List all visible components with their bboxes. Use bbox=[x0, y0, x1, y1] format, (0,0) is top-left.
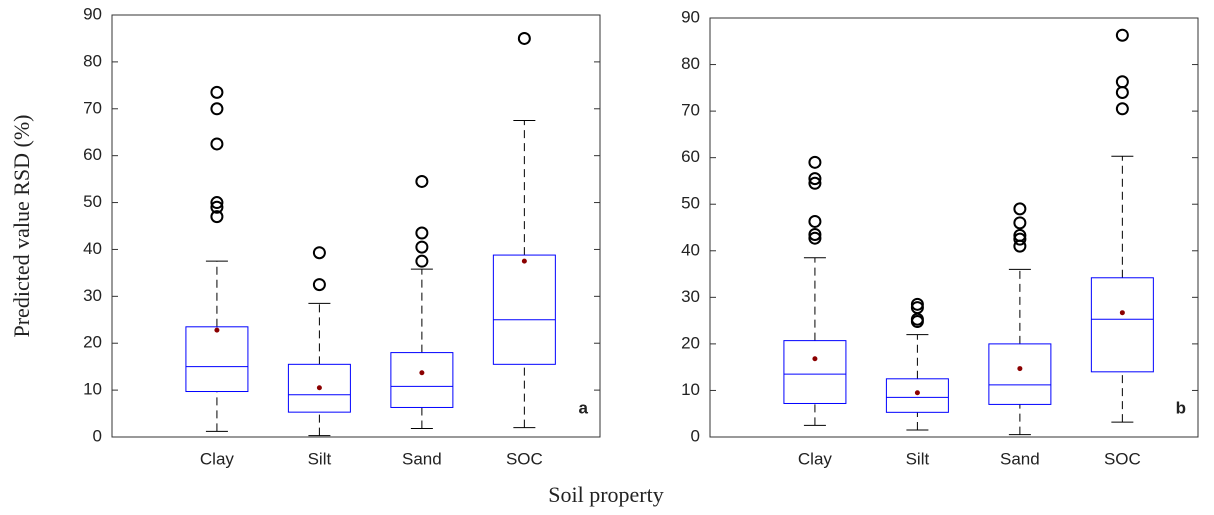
mean-point bbox=[1119, 310, 1125, 316]
y-axis-label: Predicted value RSD (%) bbox=[9, 115, 34, 338]
mean-point bbox=[419, 370, 425, 376]
outlier bbox=[1115, 85, 1129, 99]
mean-point bbox=[914, 390, 920, 396]
mean-point bbox=[316, 385, 322, 391]
panel-label: a bbox=[579, 398, 589, 417]
outlier bbox=[808, 172, 822, 186]
outlier bbox=[808, 214, 822, 228]
outlier bbox=[517, 31, 531, 45]
box bbox=[492, 254, 556, 365]
outlier bbox=[415, 226, 429, 240]
y-tick-label: 70 bbox=[83, 98, 102, 117]
outlier bbox=[312, 246, 326, 260]
y-tick-label: 10 bbox=[681, 380, 700, 399]
y-tick-label: 30 bbox=[83, 286, 102, 305]
y-tick-label: 60 bbox=[83, 145, 102, 164]
x-tick-label: SOC bbox=[506, 449, 543, 468]
panel-label: b bbox=[1176, 398, 1186, 417]
y-tick-label: 50 bbox=[83, 192, 102, 211]
outlier bbox=[1013, 216, 1027, 230]
outlier bbox=[1115, 28, 1129, 42]
box bbox=[885, 378, 949, 413]
y-tick-label: 20 bbox=[83, 333, 102, 352]
x-tick-label: Sand bbox=[402, 449, 442, 468]
outlier bbox=[415, 174, 429, 188]
outlier bbox=[415, 254, 429, 268]
y-tick-label: 70 bbox=[681, 101, 700, 120]
outlier bbox=[312, 278, 326, 292]
x-tick-label: Clay bbox=[798, 449, 833, 468]
y-tick-label: 0 bbox=[691, 426, 700, 445]
mean-point bbox=[214, 327, 220, 333]
y-tick-label: 20 bbox=[681, 333, 700, 352]
x-tick-label: Clay bbox=[200, 449, 235, 468]
y-tick-label: 0 bbox=[93, 426, 102, 445]
outlier bbox=[210, 200, 224, 214]
y-tick-label: 30 bbox=[681, 287, 700, 306]
outlier bbox=[808, 155, 822, 169]
outlier bbox=[910, 297, 924, 311]
mean-point bbox=[1017, 366, 1023, 372]
x-tick-label: Sand bbox=[1000, 449, 1040, 468]
outlier bbox=[1115, 75, 1129, 89]
outlier bbox=[808, 227, 822, 241]
box bbox=[988, 343, 1052, 405]
box bbox=[390, 352, 454, 408]
y-tick-label: 40 bbox=[681, 240, 700, 259]
outlier bbox=[210, 137, 224, 151]
y-tick-label: 80 bbox=[83, 51, 102, 70]
x-tick-label: Silt bbox=[906, 449, 930, 468]
plot-frame bbox=[111, 14, 601, 438]
y-tick-label: 90 bbox=[83, 4, 102, 23]
plot-frame bbox=[709, 17, 1199, 438]
outlier bbox=[808, 231, 822, 245]
outlier bbox=[415, 240, 429, 254]
outlier bbox=[210, 210, 224, 224]
box bbox=[185, 326, 249, 393]
y-tick-label: 40 bbox=[83, 239, 102, 258]
outlier bbox=[808, 176, 822, 190]
y-tick-label: 60 bbox=[681, 147, 700, 166]
x-tick-label: Silt bbox=[308, 449, 332, 468]
mean-point bbox=[812, 356, 818, 362]
y-tick-label: 90 bbox=[681, 7, 700, 26]
box bbox=[783, 340, 847, 404]
y-tick-label: 10 bbox=[83, 380, 102, 399]
box bbox=[1090, 277, 1154, 373]
mean-point bbox=[521, 258, 527, 264]
outlier bbox=[1013, 228, 1027, 242]
outlier bbox=[210, 85, 224, 99]
outlier bbox=[1013, 202, 1027, 216]
y-tick-label: 80 bbox=[681, 54, 700, 73]
x-axis-label: Soil property bbox=[548, 482, 664, 507]
x-tick-label: SOC bbox=[1104, 449, 1141, 468]
outlier bbox=[1013, 232, 1027, 246]
outlier bbox=[1115, 102, 1129, 116]
outlier bbox=[210, 102, 224, 116]
y-tick-label: 50 bbox=[681, 194, 700, 213]
outlier bbox=[210, 196, 224, 210]
